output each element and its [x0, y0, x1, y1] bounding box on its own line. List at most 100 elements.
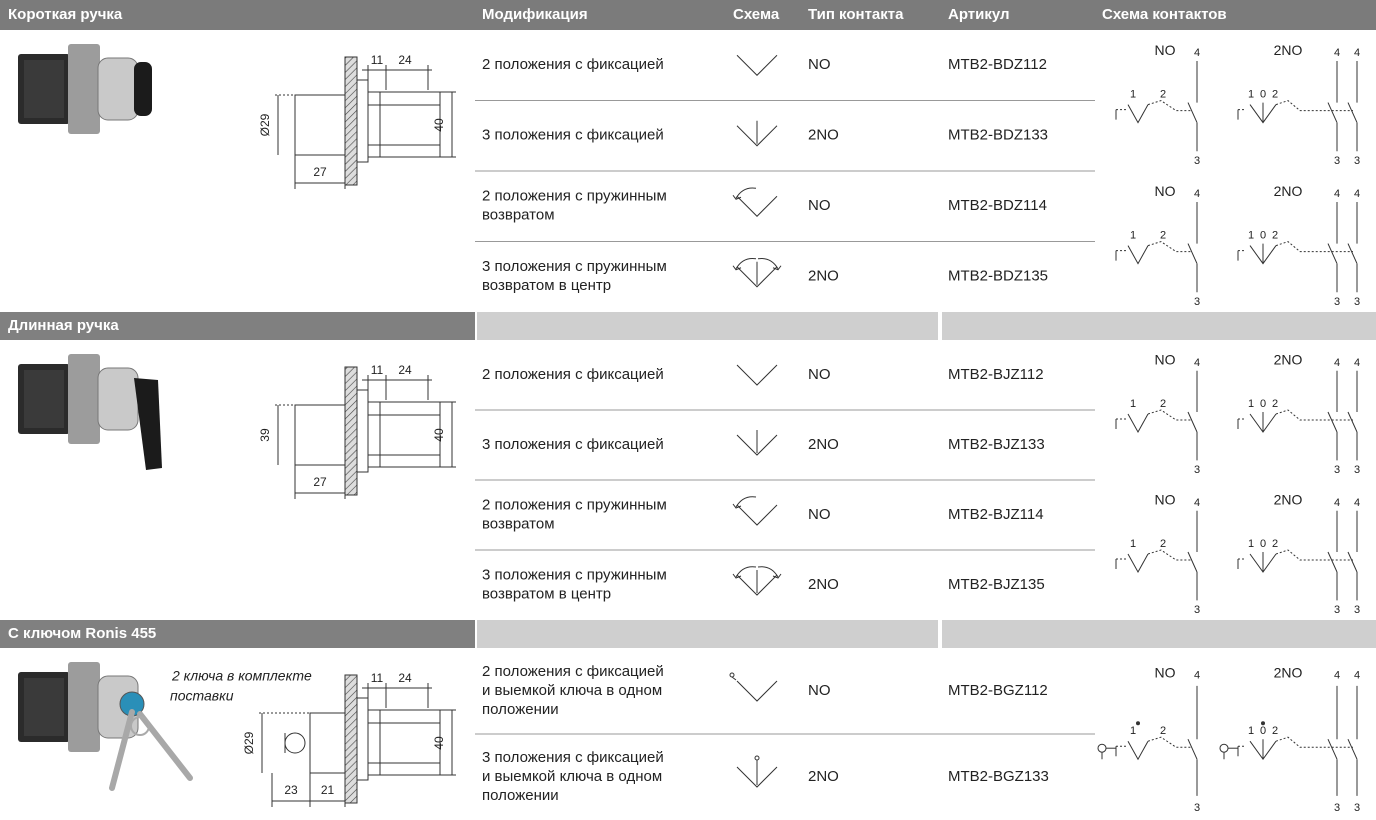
switch-photo	[97, 367, 139, 431]
schema-icon	[736, 364, 778, 386]
switch-photo	[68, 44, 100, 134]
contact-type: 2NO	[808, 268, 839, 285]
actuator	[1275, 409, 1353, 421]
terminal-label: 4	[1194, 47, 1200, 59]
terminal-label: 3	[1354, 802, 1360, 814]
terminal-label: 3	[1194, 802, 1200, 814]
knob	[294, 404, 346, 466]
position-label: 1	[1130, 538, 1136, 550]
note: 2 ключа в комплекте	[171, 668, 312, 684]
contact	[1327, 551, 1338, 573]
article: MTB2-BDZ135	[948, 268, 1048, 285]
actuator	[1147, 549, 1192, 561]
contact	[1187, 243, 1198, 264]
section-bar	[942, 312, 1376, 340]
actuator	[1147, 736, 1192, 748]
diagram-title: NO	[1155, 183, 1176, 199]
diagram-title: NO	[1155, 492, 1176, 508]
schema-icon	[735, 566, 757, 578]
terminal-label: 3	[1334, 802, 1340, 814]
actuator	[1127, 104, 1149, 124]
contact-type: 2NO	[808, 768, 839, 785]
column-header: Схема контактов	[1102, 6, 1227, 23]
dimension-label: 24	[398, 363, 412, 377]
schema-icon	[772, 573, 782, 579]
terminal-label: 3	[1194, 155, 1200, 167]
position-label: 1	[1130, 398, 1136, 410]
article: MTB2-BDZ114	[948, 197, 1047, 214]
terminal-label: 3	[1334, 464, 1340, 476]
actuator	[1127, 413, 1149, 434]
terminal-label: 4	[1354, 47, 1360, 59]
dimension-label: 27	[313, 475, 327, 489]
modification: 2 положения с фиксацией	[482, 366, 664, 383]
schema-icon	[735, 496, 757, 508]
schema-icon	[736, 54, 778, 76]
article: MTB2-BJZ112	[948, 366, 1044, 383]
section-bar	[477, 312, 938, 340]
terminal-label: 3	[1194, 604, 1200, 616]
dimension-label: 40	[432, 118, 446, 132]
actuator	[1275, 100, 1353, 112]
dimension-label: 40	[432, 736, 446, 750]
column-header: Модификация	[482, 6, 588, 23]
nut	[356, 79, 369, 163]
diagram-title: NO	[1155, 42, 1176, 58]
terminal-label: 4	[1194, 670, 1200, 682]
modification: 3 положения с фиксацией	[482, 749, 664, 766]
terminal-label: 4	[1194, 357, 1200, 369]
contact	[1327, 102, 1338, 123]
actuator	[1127, 740, 1149, 761]
position-label: 1	[1130, 725, 1136, 737]
actuator	[1127, 245, 1149, 265]
modification: 3 положения с фиксацией	[482, 436, 664, 453]
terminal-label: 4	[1334, 357, 1340, 369]
contact-type: NO	[808, 682, 831, 699]
contact	[1327, 411, 1338, 433]
dimension-label: Ø29	[258, 113, 272, 136]
schema-icon	[736, 434, 778, 456]
modification: положении	[482, 701, 559, 718]
terminal-label: 3	[1334, 155, 1340, 167]
terminal-label: 3	[1334, 604, 1340, 616]
article: MTB2-BDZ133	[948, 127, 1048, 144]
body	[367, 709, 441, 776]
header-bar	[0, 0, 1376, 30]
contact	[1327, 243, 1338, 264]
contact	[1187, 738, 1198, 760]
terminal-label: 4	[1334, 47, 1340, 59]
contact	[1187, 551, 1198, 573]
article: MTB2-BJZ114	[948, 506, 1044, 523]
schema-icon	[736, 504, 778, 526]
section-title: С ключом Ronis 455	[8, 625, 156, 642]
terminal-label: 4	[1194, 497, 1200, 509]
section-bar	[477, 620, 938, 648]
schema-icon	[736, 680, 778, 702]
actuator	[1127, 553, 1149, 574]
schema-icon	[757, 257, 779, 270]
actuator	[1275, 736, 1353, 748]
diagram-title: 2NO	[1274, 183, 1303, 199]
position-label: 0	[1260, 538, 1266, 550]
section-title: Длинная ручка	[8, 317, 119, 334]
position-label: 0	[1260, 230, 1266, 242]
modification: возвратом	[482, 515, 555, 532]
terminal-label: 4	[1334, 188, 1340, 200]
switch-photo	[24, 60, 64, 118]
column-header: Схема	[733, 6, 780, 23]
key-symbol	[1097, 743, 1107, 753]
position-label: 2	[1272, 89, 1278, 101]
position-label: 2	[1160, 230, 1166, 242]
schema-icon	[772, 265, 782, 271]
terminal-label: 4	[1194, 188, 1200, 200]
modification: 2 положения с пружинным	[482, 496, 667, 513]
schema-icon	[735, 187, 757, 199]
note: поставки	[170, 688, 234, 704]
dimension-label: 24	[398, 53, 412, 67]
switch-photo	[24, 678, 64, 736]
key-icon	[754, 755, 760, 761]
dimension-label: 23	[284, 783, 298, 797]
diagram-title: 2NO	[1274, 665, 1303, 681]
body	[367, 401, 441, 468]
terminal-label: 4	[1354, 497, 1360, 509]
